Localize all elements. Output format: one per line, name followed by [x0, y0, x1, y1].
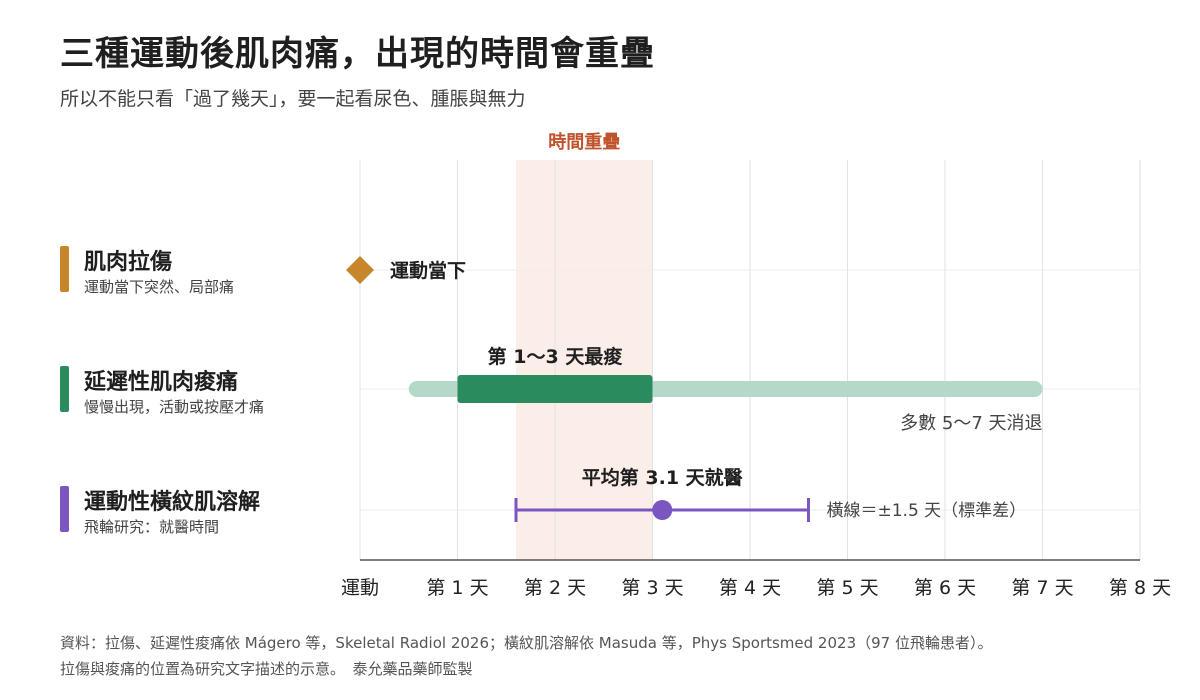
strain-label: 運動當下 — [390, 259, 466, 282]
row-color-bar — [60, 366, 69, 412]
row-desc: 慢慢出現，活動或按壓才痛 — [84, 398, 265, 416]
doms-range-label: 多數 5～7 天消退 — [900, 413, 1042, 434]
row-name: 肌肉拉傷 — [84, 250, 173, 275]
x-tick-label: 第 1 天 — [426, 577, 488, 599]
x-tick-label: 第 3 天 — [621, 577, 683, 599]
x-tick-label: 運動 — [341, 577, 379, 599]
footnote-note: 拉傷與痠痛的位置為研究文字描述的示意。 泰允藥品藥師監製 — [60, 660, 473, 678]
rhabdo-mean-point — [652, 500, 673, 520]
footnote-source: 資料：拉傷、延遲性痠痛依 Mágero 等，Skeletal Radiol 20… — [60, 634, 993, 652]
overlap-band — [516, 160, 653, 560]
chart-title: 三種運動後肌肉痛，出現的時間會重疊 — [60, 34, 655, 74]
rhabdo-mean-label: 平均第 3.1 天就醫 — [582, 466, 743, 489]
doms-peak-bar — [457, 375, 653, 403]
overlap-label: 時間重疊 — [548, 131, 620, 153]
x-tick-label: 第 8 天 — [1109, 577, 1171, 599]
row-desc: 飛輪研究：就醫時間 — [84, 518, 220, 536]
rhabdo-sd-label: 橫線＝±1.5 天（標準差） — [827, 501, 1027, 521]
x-tick-label: 第 2 天 — [524, 577, 586, 599]
row-name: 運動性橫紋肌溶解 — [84, 490, 261, 515]
row-name: 延遲性肌肉痠痛 — [84, 370, 239, 395]
strain-marker — [346, 256, 374, 284]
chart-subtitle: 所以不能只看「過了幾天」，要一起看尿色、腫脹與無力 — [60, 88, 526, 110]
x-tick-label: 第 4 天 — [719, 577, 781, 599]
row-color-bar — [60, 486, 69, 532]
x-tick-label: 第 7 天 — [1011, 577, 1073, 599]
doms-peak-label: 第 1～3 天最痠 — [488, 345, 624, 368]
row-color-bar — [60, 246, 69, 292]
row-desc: 運動當下突然、局部痛 — [84, 278, 235, 296]
x-tick-label: 第 5 天 — [816, 577, 878, 599]
x-tick-label: 第 6 天 — [914, 577, 976, 599]
